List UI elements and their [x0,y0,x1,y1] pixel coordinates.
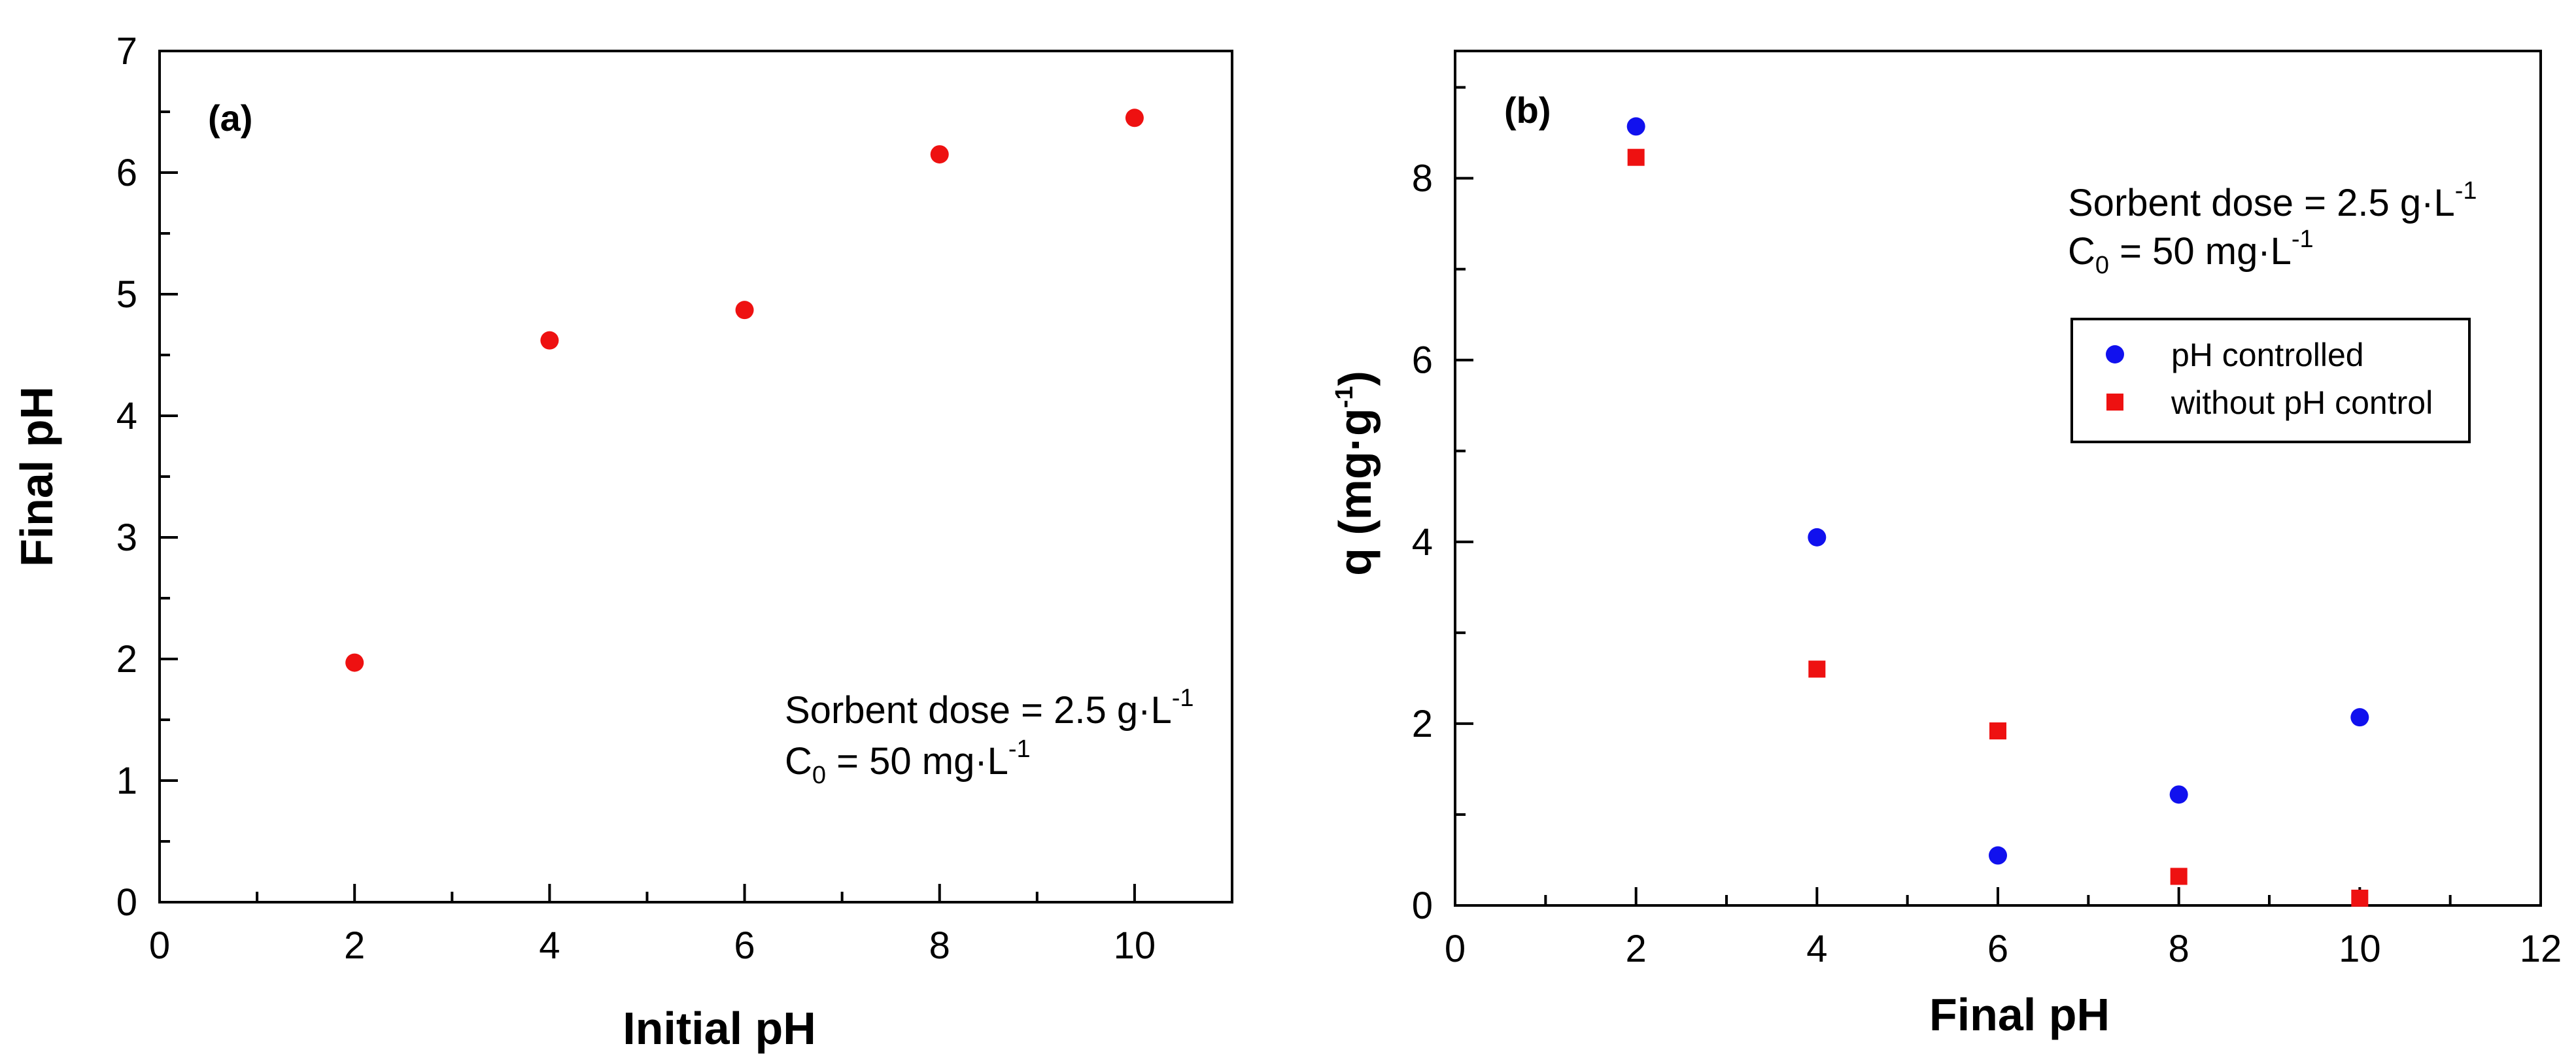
x-tick-label: 4 [1806,928,1827,970]
panel-b-legend-box [2070,318,2471,443]
legend-label-without-ph-control: without pH control [2171,384,2433,421]
data-point-square [1627,148,1645,166]
panel-a-x-tick-labels: 0 2 4 6 8 10 [149,924,1156,967]
legend-label-ph-controlled: pH controlled [2171,337,2364,373]
data-point-circle [735,301,754,320]
x-tick-label: 6 [1987,928,2008,970]
x-tick-label: 8 [929,924,950,967]
data-point-circle [345,653,364,672]
x-tick-label: 8 [2169,928,2190,970]
data-point-square [1808,660,1826,678]
data-point-circle [1626,117,1645,136]
data-point-circle [540,331,559,350]
y-tick-label: 5 [116,273,137,316]
y-tick-label: 3 [116,516,137,559]
panel-b-x-tick-labels: 0 2 4 6 8 10 12 [1445,928,2562,970]
panel-b-legend: pH controlled without pH control [2070,318,2471,443]
y-tick-label: 2 [1412,703,1433,745]
x-tick-label: 0 [1445,928,1466,970]
y-tick-label: 4 [1412,521,1433,564]
panel-a-chart: 0 2 4 6 8 10 0 1 2 3 4 5 6 7 (a) Initial pH Final pH… [11,30,1233,1054]
data-point-circle [1808,528,1827,547]
panel-b-c0-annotation: C0 = 50 mg·L-1 [2068,226,2314,279]
x-tick-label: 12 [2520,928,2562,970]
panel-a-y-ticks [160,50,178,903]
data-point-square [1989,722,2006,740]
panel-a-dose-annotation: Sorbent dose = 2.5 g·L-1 [785,684,1194,732]
panel-a-y-tick-labels: 0 1 2 3 4 5 6 7 [116,30,137,924]
panel-b-x-ticks [1454,887,2542,905]
x-tick-label: 4 [539,924,560,967]
y-tick-label: 7 [116,30,137,73]
data-point-circle [1125,109,1144,127]
x-tick-label: 0 [149,924,170,967]
x-tick-label: 2 [1626,928,1647,970]
y-tick-label: 6 [1412,339,1433,382]
panel-b-y-axis-title: q (mg·g-1) [1330,371,1381,576]
panel-b-label: (b) [1504,90,1551,131]
legend-square-marker-icon [2106,394,2123,411]
data-point-circle [2169,785,2188,804]
panel-a-data-points [345,109,1144,672]
panel-b-data-points [1626,117,2369,907]
panel-a-plot-frame [158,50,1233,903]
panel-a-c0-annotation: C0 = 50 mg·L-1 [785,735,1031,789]
panel-b-plot-frame [1454,50,2542,907]
legend-circle-marker-icon [2106,345,2124,363]
x-tick-label: 10 [2339,928,2381,970]
panel-b-y-tick-labels: 0 2 4 6 8 [1412,158,1433,927]
data-point-circle [930,145,949,164]
panel-b-dose-annotation: Sorbent dose = 2.5 g·L-1 [2068,177,2477,224]
panel-a-x-ticks [158,884,1233,902]
panel-a-x-axis-title: Initial pH [623,1003,816,1054]
y-tick-label: 4 [116,395,137,437]
data-point-square [2170,868,2188,885]
x-tick-label: 10 [1114,924,1156,967]
x-tick-label: 6 [734,924,755,967]
panel-a-y-axis-title: Final pH [11,386,62,567]
data-point-square [2351,889,2369,907]
y-tick-label: 8 [1412,158,1433,200]
y-tick-label: 0 [1412,885,1433,927]
panel-a-label: (a) [208,97,252,139]
x-tick-label: 2 [344,924,365,967]
data-point-circle [2350,708,2369,727]
data-point-circle [1989,846,2007,865]
y-tick-label: 6 [116,152,137,194]
y-tick-label: 0 [116,881,137,924]
panel-b-y-ticks [1455,86,1473,907]
y-tick-label: 2 [116,638,137,681]
panel-b-x-axis-title: Final pH [1929,989,2110,1040]
y-tick-label: 1 [116,760,137,802]
